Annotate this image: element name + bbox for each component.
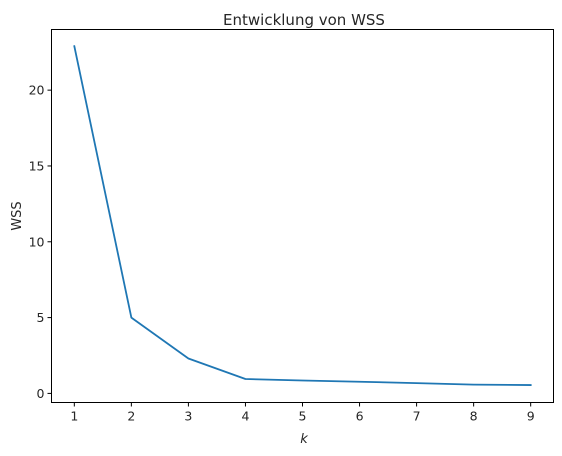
series-group — [73, 45, 532, 386]
x-tick-label: 6 — [356, 409, 364, 424]
plot-area: 1 2 3 4 5 6 7 8 9 0 5 10 15 20 — [29, 29, 554, 424]
chart-title: Entwicklung von WSS — [223, 11, 385, 29]
y-tick-label: 10 — [29, 234, 45, 249]
y-tick-label: 15 — [29, 158, 45, 173]
x-tick-label: 7 — [413, 409, 421, 424]
x-axis-ticks: 1 2 3 4 5 6 7 8 9 — [70, 402, 535, 424]
x-tick-label: 8 — [470, 409, 478, 424]
x-tick-label: 4 — [241, 409, 249, 424]
plot-frame — [51, 29, 554, 403]
y-axis-label: WSS — [10, 201, 25, 230]
x-tick-label: 1 — [70, 409, 78, 424]
x-tick-label: 2 — [127, 409, 135, 424]
y-tick-label: 5 — [37, 310, 45, 325]
y-tick-label: 20 — [29, 83, 45, 98]
y-tick-label: 0 — [37, 386, 45, 401]
x-axis-label: k — [300, 432, 308, 447]
x-tick-label: 3 — [184, 409, 192, 424]
x-tick-label: 9 — [527, 409, 535, 424]
x-tick-label: 5 — [299, 409, 307, 424]
wss-series-line — [73, 45, 532, 386]
y-axis-ticks: 0 5 10 15 20 — [29, 83, 52, 401]
